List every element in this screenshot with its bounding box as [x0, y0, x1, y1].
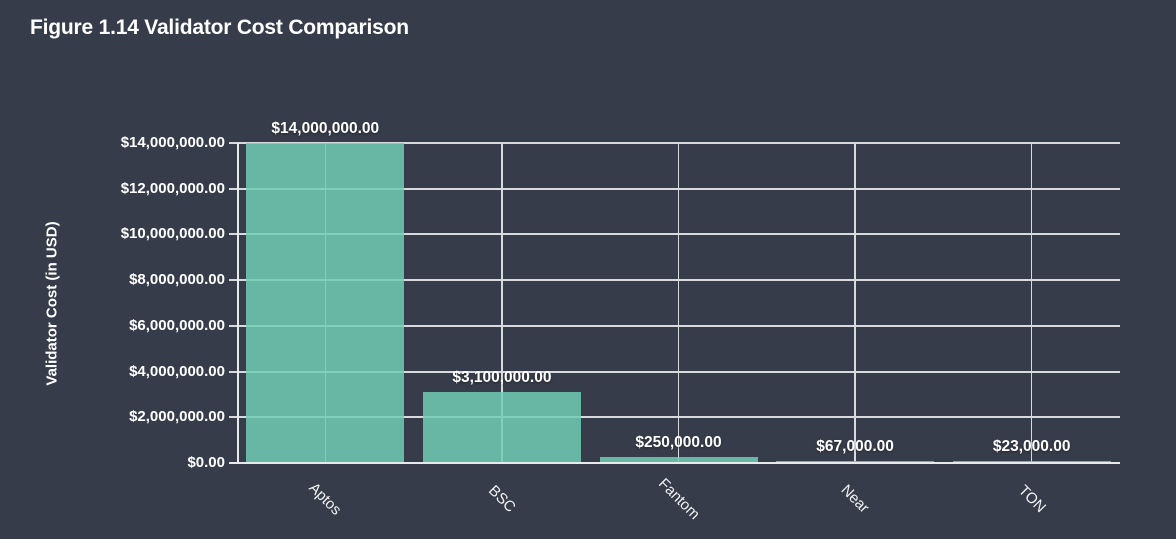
bar-value-label: $3,100,000.00 [452, 369, 552, 387]
x-tick-label: Aptos [305, 479, 345, 519]
x-tick-label: Near [837, 481, 873, 517]
x-gridline [854, 143, 856, 463]
y-gridline [229, 187, 1120, 190]
y-tick-label: $0.00 [187, 454, 225, 471]
y-tick-label: $14,000,000.00 [120, 134, 225, 151]
y-axis-line [237, 143, 239, 464]
y-gridline [229, 142, 1120, 144]
y-tick-label: $10,000,000.00 [120, 225, 225, 243]
x-tick-label: BSC [484, 482, 519, 516]
chart-title: Figure 1.14 Validator Cost Comparison [30, 16, 409, 39]
x-tick-label: TON [1014, 481, 1049, 517]
y-gridline [229, 370, 1120, 373]
bar-bsc [422, 392, 581, 463]
y-tick-label: $6,000,000.00 [129, 316, 225, 334]
bar-value-label: $23,000.00 [992, 438, 1071, 455]
x-gridline [501, 143, 503, 463]
y-tick-label: $4,000,000.00 [129, 362, 225, 380]
y-gridline [229, 279, 1120, 282]
y-tick-label: $2,000,000.00 [129, 408, 225, 426]
bar-value-label: $250,000.00 [635, 434, 722, 452]
x-axis-line [229, 462, 1120, 464]
y-gridline [229, 416, 1120, 419]
bar-fantom [599, 457, 758, 463]
y-gridline [229, 324, 1120, 327]
x-gridline [677, 143, 680, 463]
bar-value-label: $14,000,000.00 [271, 120, 380, 137]
x-gridline [1030, 143, 1033, 463]
bar-value-label: $67,000.00 [816, 438, 894, 455]
x-tick-label: Fantom [654, 475, 703, 523]
y-tick-label: $12,000,000.00 [120, 179, 225, 197]
y-gridline [229, 233, 1120, 236]
y-tick-label: $8,000,000.00 [129, 271, 225, 289]
bar-aptos [246, 143, 405, 463]
